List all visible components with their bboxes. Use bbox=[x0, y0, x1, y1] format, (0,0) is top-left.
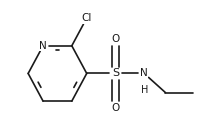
Text: O: O bbox=[111, 103, 120, 112]
Text: Cl: Cl bbox=[81, 13, 92, 23]
Text: O: O bbox=[111, 34, 120, 44]
Text: N: N bbox=[140, 69, 148, 78]
Text: N: N bbox=[39, 41, 47, 51]
Text: H: H bbox=[140, 84, 148, 95]
Text: S: S bbox=[112, 69, 119, 78]
